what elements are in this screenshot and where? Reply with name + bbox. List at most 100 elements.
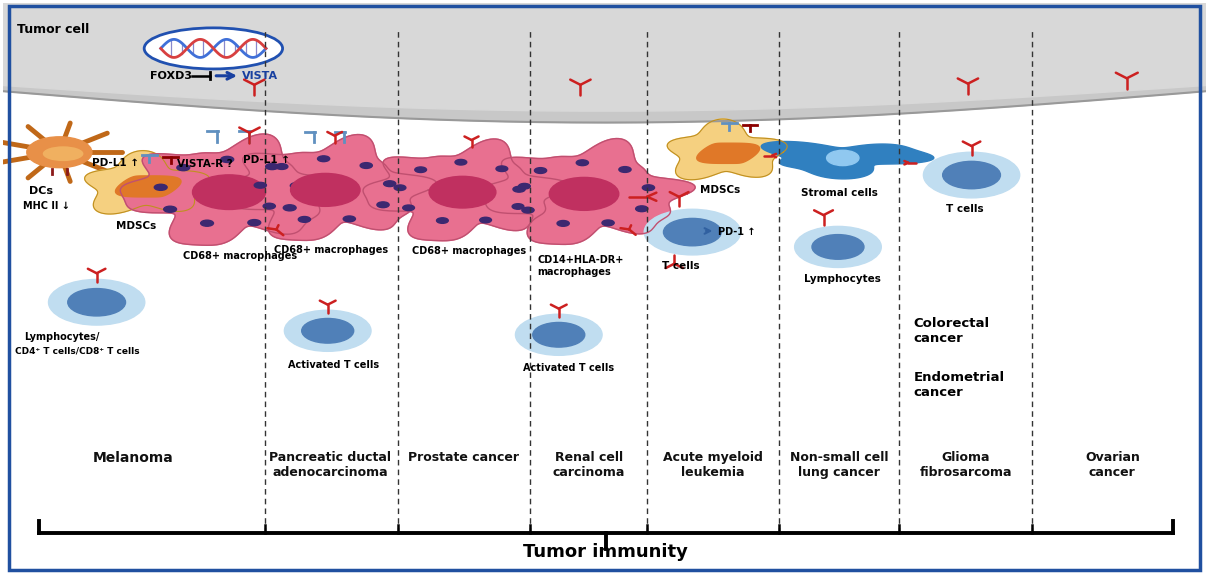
Text: CD68+ macrophages: CD68+ macrophages (273, 245, 388, 255)
Polygon shape (222, 135, 436, 240)
Circle shape (924, 152, 1019, 198)
Polygon shape (120, 134, 346, 245)
Circle shape (534, 168, 546, 173)
Text: Prostate cancer: Prostate cancer (409, 450, 519, 464)
Polygon shape (2, 3, 1207, 123)
Circle shape (248, 219, 261, 226)
Circle shape (557, 221, 569, 226)
Circle shape (415, 167, 427, 172)
Circle shape (827, 150, 858, 166)
Text: PD-1 ↑: PD-1 ↑ (718, 227, 756, 237)
Text: Lymphocytes: Lymphocytes (804, 274, 881, 285)
Circle shape (642, 185, 654, 191)
Text: Non-small cell
lung cancer: Non-small cell lung cancer (789, 450, 889, 479)
Circle shape (290, 173, 360, 206)
Text: Lymphocytes/: Lymphocytes/ (24, 332, 100, 342)
Text: DCs: DCs (29, 187, 53, 196)
Text: T cells: T cells (947, 203, 984, 214)
Circle shape (318, 156, 330, 162)
Circle shape (155, 184, 167, 190)
Circle shape (455, 160, 467, 165)
Polygon shape (2, 3, 1207, 111)
Text: PD-L1 ↑: PD-L1 ↑ (243, 154, 290, 165)
Circle shape (192, 175, 266, 210)
Circle shape (383, 181, 395, 187)
Circle shape (394, 185, 406, 191)
Polygon shape (85, 151, 210, 214)
Text: Tumor immunity: Tumor immunity (523, 543, 688, 560)
Circle shape (664, 218, 722, 246)
Text: Activated T cells: Activated T cells (522, 363, 614, 373)
Text: Glioma
fibrosarcoma: Glioma fibrosarcoma (919, 450, 1012, 479)
Polygon shape (116, 176, 181, 197)
Circle shape (515, 314, 602, 355)
Text: CD68+ macrophages: CD68+ macrophages (184, 251, 297, 261)
Circle shape (177, 165, 190, 170)
Text: Renal cell
carcinoma: Renal cell carcinoma (553, 450, 625, 479)
Polygon shape (696, 143, 759, 164)
Text: CD68+ macrophages: CD68+ macrophages (412, 246, 526, 256)
Circle shape (812, 234, 864, 259)
Circle shape (290, 183, 303, 189)
Circle shape (264, 203, 276, 209)
Circle shape (602, 220, 614, 226)
Circle shape (519, 183, 531, 189)
Circle shape (343, 216, 355, 222)
Circle shape (201, 220, 214, 226)
Text: MHC II ↓: MHC II ↓ (23, 201, 70, 211)
Circle shape (48, 279, 145, 325)
Circle shape (943, 161, 1000, 189)
Text: Acute myeloid
leukemia: Acute myeloid leukemia (663, 450, 763, 479)
Text: Colorectal
cancer: Colorectal cancer (914, 317, 990, 344)
Text: CD14+HLA-DR+
macrophages: CD14+HLA-DR+ macrophages (537, 255, 624, 276)
Polygon shape (481, 139, 695, 244)
Circle shape (377, 202, 389, 208)
Text: Stromal cells: Stromal cells (800, 188, 878, 198)
Text: Ovarian
cancer: Ovarian cancer (1084, 450, 1140, 479)
Circle shape (403, 205, 415, 211)
Circle shape (360, 162, 372, 168)
Text: Activated T cells: Activated T cells (288, 360, 380, 370)
Circle shape (794, 226, 881, 267)
Polygon shape (363, 139, 569, 241)
Circle shape (436, 218, 449, 223)
Circle shape (533, 323, 585, 347)
Circle shape (496, 166, 508, 172)
Text: MDSCs: MDSCs (116, 221, 156, 231)
Circle shape (302, 319, 354, 343)
Circle shape (254, 183, 266, 188)
Circle shape (549, 177, 619, 210)
Text: T cells: T cells (663, 260, 700, 271)
Circle shape (299, 217, 311, 222)
Circle shape (513, 204, 523, 209)
Circle shape (636, 206, 648, 211)
Text: VISTA: VISTA (242, 71, 278, 81)
Circle shape (163, 206, 177, 213)
Circle shape (522, 207, 534, 213)
Circle shape (619, 166, 631, 172)
Circle shape (276, 164, 288, 169)
Text: Endometrial
cancer: Endometrial cancer (914, 371, 1005, 399)
Circle shape (513, 187, 525, 192)
Text: FOXD3: FOXD3 (150, 71, 191, 81)
Ellipse shape (42, 146, 83, 161)
Text: Tumor cell: Tumor cell (17, 22, 89, 36)
Text: Pancreatic ductal
adenocarcinoma: Pancreatic ductal adenocarcinoma (270, 450, 392, 479)
Ellipse shape (144, 28, 283, 69)
Circle shape (644, 209, 740, 255)
Text: MDSCs: MDSCs (700, 185, 740, 195)
Circle shape (429, 176, 496, 208)
Circle shape (68, 289, 126, 316)
Circle shape (221, 157, 233, 162)
Circle shape (284, 310, 371, 351)
Circle shape (266, 164, 278, 169)
Text: PD-L1 ↑: PD-L1 ↑ (92, 157, 139, 168)
Circle shape (27, 137, 92, 168)
Text: VISTA-R ?: VISTA-R ? (178, 158, 233, 169)
Text: CD4⁺ T cells/CD8⁺ T cells: CD4⁺ T cells/CD8⁺ T cells (15, 346, 139, 355)
Circle shape (283, 205, 296, 211)
Polygon shape (762, 142, 933, 179)
Circle shape (480, 217, 492, 223)
Text: Melanoma: Melanoma (92, 450, 173, 465)
Polygon shape (667, 119, 787, 180)
